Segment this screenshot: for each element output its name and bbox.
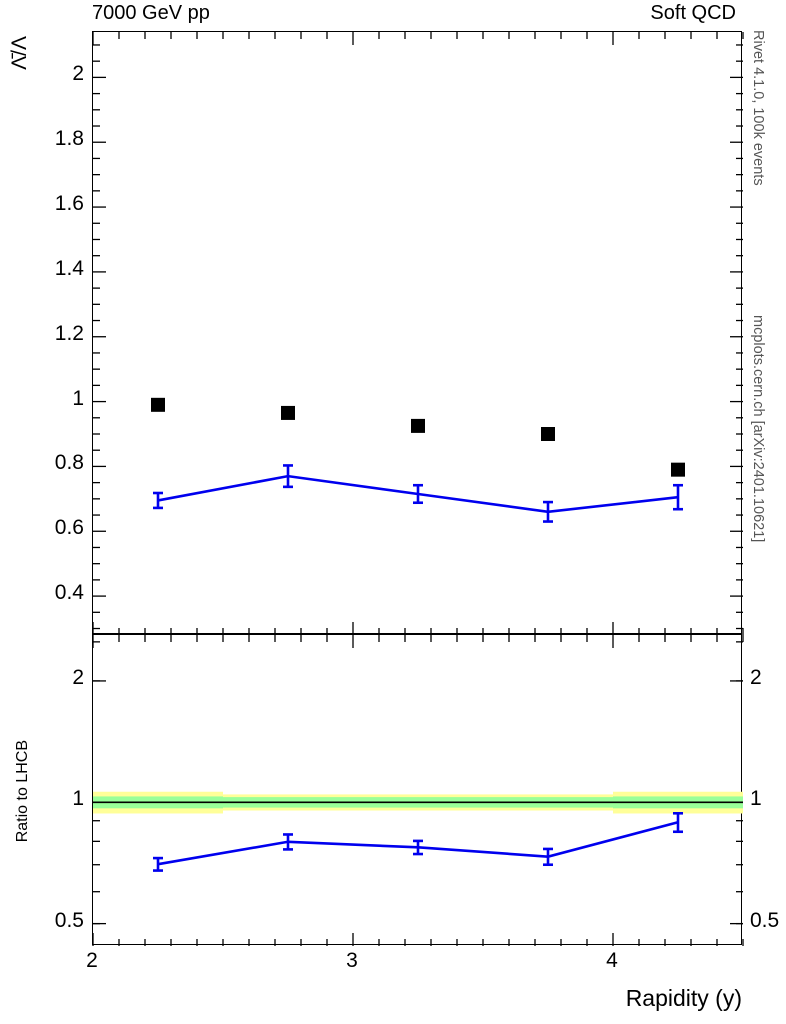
y-tick-label-main-1.6: 1.6 bbox=[54, 192, 84, 216]
y-tick-label-ratio-right-1: 1 bbox=[750, 787, 762, 811]
x-tick-label-3: 3 bbox=[346, 949, 358, 972]
ratio-uncertainty-bands bbox=[93, 791, 743, 814]
x-axis-title: Rapidity (y) bbox=[625, 985, 742, 1011]
y-tick-label-main-0.4: 0.4 bbox=[54, 581, 84, 605]
y-tick-label-main-0.8: 0.8 bbox=[54, 451, 84, 475]
side-note-rivet-version: Rivet 4.1.0, 100k events bbox=[750, 30, 766, 186]
y-tick-label-main-0.6: 0.6 bbox=[54, 516, 84, 540]
y-tick-label-ratio-left-0.5: 0.5 bbox=[54, 908, 84, 932]
y-tick-label-main-1: 1 bbox=[72, 386, 84, 410]
main-axis-ticks bbox=[92, 32, 744, 635]
y-tick-label-main-1.4: 1.4 bbox=[54, 256, 84, 280]
y-tick-label-ratio-right-0.5: 0.5 bbox=[750, 908, 780, 932]
ratio-data-series bbox=[153, 811, 683, 872]
x-tick-label-2: 2 bbox=[86, 949, 98, 972]
main-plot-panel bbox=[92, 31, 744, 635]
ratio-plot-canvas bbox=[92, 635, 744, 946]
header-analysis-category: Soft QCD bbox=[650, 2, 736, 24]
main-data-series bbox=[151, 397, 685, 523]
ratio-plot-panel bbox=[92, 634, 744, 946]
y-tick-label-ratio-right-2: 2 bbox=[750, 665, 762, 689]
ratio-axis-ticks bbox=[92, 635, 744, 946]
main-plot-canvas bbox=[92, 32, 744, 635]
y-tick-label-main-1.8: 1.8 bbox=[54, 127, 84, 151]
y-tick-label-ratio-left-2: 2 bbox=[72, 665, 84, 689]
y-tick-label-ratio-left-1: 1 bbox=[72, 787, 84, 811]
header-beam-info: 7000 GeV pp bbox=[92, 2, 210, 24]
x-tick-label-4: 4 bbox=[606, 949, 618, 972]
y-tick-label-main-1.2: 1.2 bbox=[54, 321, 84, 345]
y-tick-label-main-2: 2 bbox=[72, 62, 84, 86]
side-note-source: mcplots.cern.ch [arXiv:2401.10621] bbox=[750, 315, 766, 543]
